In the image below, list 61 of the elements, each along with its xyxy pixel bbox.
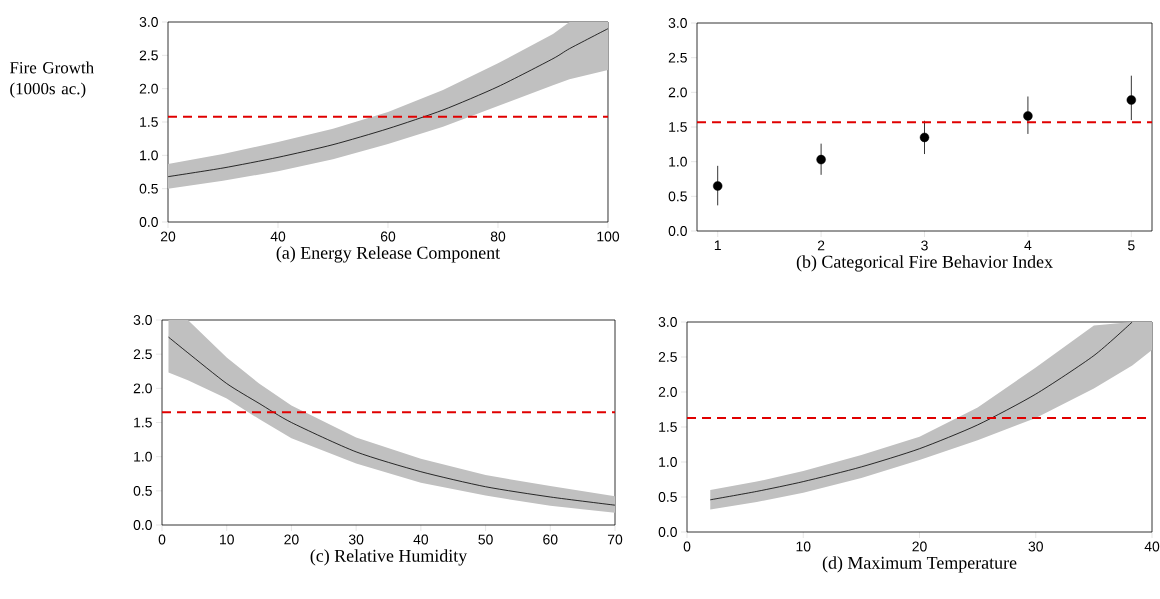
x-tick-label: 40 [270,231,286,242]
y-tick-label: 0.5 [139,183,158,194]
x-tick-label: 20 [160,231,176,242]
x-tick-label: 60 [543,534,558,545]
x-tick-label: 20 [912,541,927,552]
x-tick-label: 30 [1028,541,1043,552]
point [712,181,723,191]
y-tick-label: 1.5 [134,417,152,428]
y-tick-label: 1.0 [134,451,152,462]
x-axis-title: (d) Maximum Temperature [822,556,1017,573]
x-tick-label: 40 [413,534,429,545]
point [919,132,930,143]
y-tick-label: 0.5 [658,492,677,502]
x-tick-label: 10 [796,541,811,552]
y-tick-label: 1.0 [669,156,687,167]
y-tick-label: 2.0 [668,87,687,98]
y-tick-label: 1.5 [659,422,677,432]
x-tick-label: 2 [817,240,825,251]
y-tick-label: 1.0 [140,150,158,161]
x-tick-label: 1 [714,240,721,251]
x-tick-label: 40 [1144,541,1160,552]
y-tick-label: 2.0 [133,383,152,394]
x-tick-label: 5 [1128,240,1135,251]
y-tick-label: 3.0 [668,18,687,28]
y-tick-label: 1.5 [140,117,158,127]
x-tick-label: 30 [348,534,364,545]
y-tick-label: 2.0 [658,387,677,397]
x-tick-label: 0 [683,541,691,552]
x-tick-label: 100 [597,231,620,242]
y-tick-label: 0.0 [658,527,677,537]
x-tick-label: 10 [220,534,234,545]
y-axis-title: Fire Growth (1000s ac.) [9,61,94,98]
y-tick-label: 1.5 [669,122,687,132]
y-tick-label: 2.5 [139,50,158,61]
x-axis-title: (c) Relative Humidity [310,549,468,566]
y-tick-label: 0.0 [668,226,687,236]
x-tick-label: 70 [607,534,623,545]
point [1126,95,1137,105]
x-tick-label: 0 [158,534,166,545]
x-tick-label: 20 [284,534,299,545]
x-tick-label: 60 [380,231,396,242]
y-tick-label: 0.0 [133,520,152,530]
y-tick-label: 2.0 [139,83,158,94]
y-tick-label: 2.5 [658,352,677,362]
y-tick-label: 3.0 [133,315,152,325]
point [816,154,826,165]
y-tick-label: 0.0 [139,217,158,227]
y-tick-label: 2.5 [133,349,152,360]
y-tick-label: 3.0 [658,317,677,327]
x-tick-label: 80 [490,231,506,242]
y-tick-label: 1.0 [659,457,677,467]
x-tick-label: 50 [478,534,493,545]
y-tick-label: 0.5 [668,191,687,202]
x-axis-title: (a) Energy Release Component [276,246,501,263]
point [1023,111,1033,121]
x-tick-label: 4 [1024,240,1032,251]
y-tick-label: 0.5 [133,485,152,496]
x-tick-label: 3 [921,240,928,251]
y-tick-label: 2.5 [668,52,687,63]
y-tick-label: 3.0 [139,17,158,27]
x-axis-title: (b) Categorical Fire Behavior Index [796,255,1053,272]
